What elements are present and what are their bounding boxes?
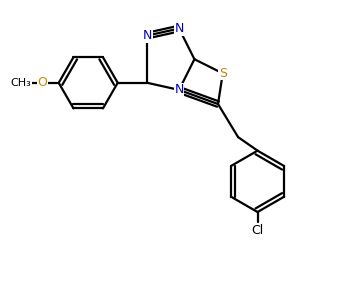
Text: N: N <box>174 22 184 35</box>
Text: S: S <box>219 67 227 80</box>
Text: Cl: Cl <box>251 225 264 237</box>
Text: O: O <box>37 76 47 89</box>
Text: N: N <box>142 29 152 42</box>
Text: N: N <box>174 84 184 96</box>
Text: CH₃: CH₃ <box>11 78 31 88</box>
